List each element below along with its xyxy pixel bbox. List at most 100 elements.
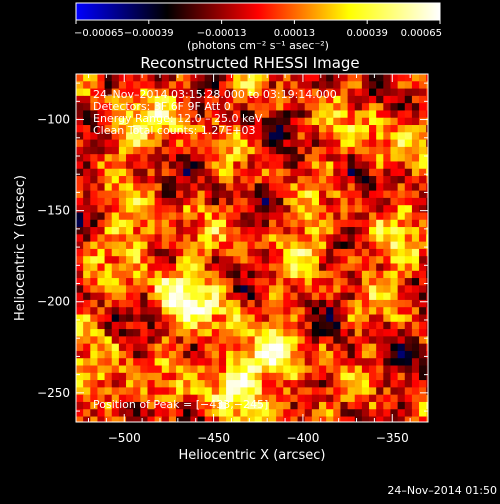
heatmap-cell [204, 401, 213, 410]
heatmap-cell [376, 372, 384, 381]
heatmap-cell [333, 154, 341, 162]
heatmap-cell [111, 409, 120, 417]
heatmap-cell [197, 394, 206, 403]
heatmap-cell [97, 183, 105, 192]
heatmap-cell [147, 358, 156, 366]
x-tick-label: −500 [108, 431, 141, 445]
heatmap-cell [111, 103, 120, 111]
heatmap-cell [319, 168, 327, 177]
heatmap-cell [118, 234, 127, 243]
heatmap-cell [376, 241, 384, 250]
heatmap-cell [333, 205, 341, 213]
heatmap-cell [390, 358, 399, 366]
heatmap-cell [419, 416, 427, 422]
heatmap-cell [211, 329, 220, 337]
heatmap-cell [247, 336, 256, 345]
heatmap-cell [369, 321, 377, 330]
heatmap-cell [111, 321, 120, 330]
heatmap-cell [290, 380, 298, 388]
heatmap-cell [333, 416, 341, 422]
heatmap-cell [283, 183, 291, 192]
heatmap-cell [340, 176, 348, 184]
heatmap-cell [376, 190, 384, 199]
heatmap-cell [304, 88, 313, 97]
heatmap-cell [161, 139, 170, 148]
heatmap-cell [369, 416, 377, 422]
heatmap-cell [247, 125, 256, 133]
heatmap-cell [176, 292, 184, 301]
heatmap-cell [283, 336, 291, 345]
heatmap-cell [140, 190, 148, 199]
heatmap-cell [333, 314, 341, 323]
heatmap-cell [240, 110, 248, 119]
heatmap-cell [233, 307, 241, 315]
heatmap-cell [333, 380, 341, 388]
heatmap-cell [233, 154, 241, 162]
heatmap-cell [276, 176, 284, 184]
heatmap-cell [319, 88, 327, 97]
heatmap-cell [340, 125, 348, 133]
heatmap-cell [376, 176, 384, 184]
heatmap-cell [311, 372, 320, 381]
heatmap-cell [83, 424, 91, 432]
heatmap-cell [190, 329, 198, 337]
heatmap-cell [118, 372, 127, 381]
heatmap-cell [111, 343, 120, 352]
heatmap-cell [161, 329, 170, 337]
heatmap-cell [254, 227, 263, 235]
heatmap-cell [118, 103, 127, 111]
heatmap-cell [161, 343, 170, 352]
heatmap-cell [126, 190, 134, 199]
heatmap-cell [104, 248, 113, 257]
heatmap-cell [118, 227, 127, 235]
heatmap-cell [290, 125, 298, 133]
heatmap-cell [176, 95, 184, 104]
heatmap-cell [126, 132, 134, 140]
heatmap-cell [261, 329, 270, 337]
heatmap-cell [361, 95, 370, 104]
heatmap-cell [97, 190, 105, 199]
heatmap-cell [126, 241, 134, 250]
heatmap-cell [133, 307, 141, 315]
heatmap-cell [354, 314, 363, 323]
heatmap-cell [90, 299, 98, 308]
heatmap-cell [404, 227, 413, 235]
annotation-detectors: Detectors: 3F 6F 9F Att 0 [93, 100, 231, 113]
heatmap-cell [161, 132, 170, 140]
heatmap-cell [297, 183, 306, 192]
heatmap-cell [347, 81, 356, 89]
heatmap-cell [161, 219, 170, 228]
heatmap-cell [204, 95, 213, 104]
heatmap-cell [233, 321, 241, 330]
heatmap-cell [376, 95, 384, 104]
chart-title: Reconstructed RHESSI Image [140, 54, 359, 72]
heatmap-cell [118, 270, 127, 279]
heatmap-cell [226, 358, 234, 366]
heatmap-cell [133, 358, 141, 366]
heatmap-cell [404, 183, 413, 192]
heatmap-cell [304, 132, 313, 140]
heatmap-cell [197, 183, 206, 192]
heatmap-cell [426, 234, 428, 243]
heatmap-cell [283, 416, 291, 422]
heatmap-cell [304, 387, 313, 396]
heatmap-cell [183, 146, 191, 155]
heatmap-cell [383, 278, 391, 286]
heatmap-cell [76, 154, 84, 162]
heatmap-cell [76, 219, 84, 228]
heatmap-cell [340, 343, 348, 352]
heatmap-cell [376, 219, 384, 228]
heatmap-cell [254, 234, 263, 243]
heatmap-cell [161, 350, 170, 359]
heatmap-cell [304, 146, 313, 155]
annotation-clean-counts: Clean Total counts: 1.27E+03 [93, 124, 256, 137]
heatmap-cell [297, 219, 306, 228]
heatmap-cell [268, 176, 277, 184]
heatmap-cell [426, 81, 428, 89]
heatmap-cell [147, 365, 156, 374]
heatmap-cell [218, 219, 227, 228]
heatmap-cell [411, 409, 420, 417]
heatmap-cell [340, 212, 348, 221]
heatmap-cell [297, 154, 306, 162]
heatmap-cell [197, 190, 206, 199]
